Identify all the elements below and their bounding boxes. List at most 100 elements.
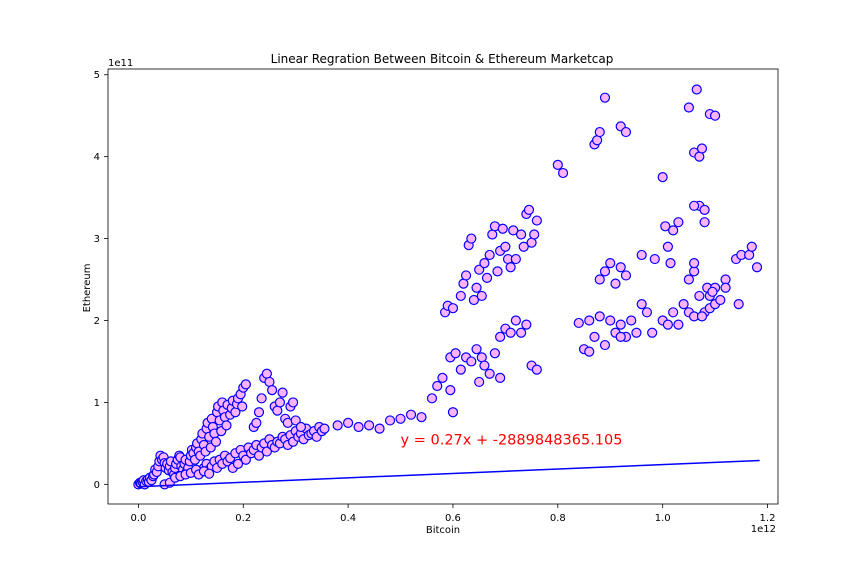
data-point (626, 315, 637, 326)
data-point (657, 172, 668, 183)
data-point (636, 299, 647, 310)
data-point (696, 143, 708, 154)
data-point (332, 420, 343, 431)
data-point (266, 385, 278, 396)
data-point (678, 299, 689, 310)
data-point (584, 315, 595, 326)
x-tick-label: 1.0 (655, 513, 671, 524)
data-point (204, 468, 215, 479)
data-point (615, 262, 626, 273)
data-point (251, 417, 262, 428)
data-point (552, 159, 563, 170)
data-point (751, 262, 763, 273)
data-point (660, 221, 671, 232)
data-point (521, 319, 532, 330)
data-point (696, 311, 708, 322)
regression-equation: y = 0.27x + -2889848365.105 (401, 432, 623, 448)
data-point (455, 364, 466, 375)
data-point (505, 327, 516, 338)
data-point (256, 393, 267, 404)
data-point (384, 415, 396, 426)
data-point (594, 311, 605, 322)
data-point (557, 167, 569, 179)
plot-frame (107, 68, 779, 505)
data-point (466, 356, 477, 367)
data-point (620, 126, 632, 138)
data-point (240, 454, 251, 465)
data-point (500, 241, 511, 252)
x-axis-label: Bitcoin (426, 525, 460, 536)
data-point (720, 282, 731, 293)
data-point (631, 327, 642, 338)
data-point (471, 344, 482, 355)
data-point (261, 446, 272, 457)
data-point (668, 307, 679, 318)
data-point (460, 270, 472, 281)
x-tick-label: 0.2 (235, 513, 251, 524)
data-point (495, 331, 506, 342)
data-point (447, 407, 459, 418)
data-point (662, 319, 674, 330)
data-point (489, 348, 501, 359)
data-point (529, 229, 540, 240)
data-point (363, 420, 375, 431)
data-point (468, 294, 480, 306)
data-point (481, 272, 493, 283)
data-point (599, 339, 611, 351)
data-point (599, 92, 611, 103)
data-point (432, 380, 443, 392)
data-point (476, 290, 487, 302)
data-point (471, 282, 482, 293)
data-point (343, 417, 354, 428)
x-tick-label: 0.4 (340, 513, 356, 524)
data-point (620, 270, 632, 281)
data-point (474, 264, 485, 275)
data-point (510, 253, 521, 265)
data-point (531, 364, 542, 375)
data-point (689, 200, 700, 211)
data-point (516, 229, 527, 240)
data-point (445, 385, 456, 396)
data-point (253, 407, 265, 418)
x-tick-label: 0.8 (550, 513, 566, 524)
data-point (594, 274, 605, 285)
data-point (594, 126, 605, 138)
data-point (694, 290, 705, 302)
data-points (133, 84, 763, 490)
data-point (221, 420, 232, 431)
data-point (237, 401, 248, 412)
data-point (709, 110, 721, 121)
data-point (689, 258, 700, 269)
data-point (277, 387, 288, 398)
data-point (683, 102, 694, 113)
data-point (699, 204, 710, 216)
data-point (615, 319, 626, 330)
data-point (636, 249, 647, 261)
data-point (610, 278, 621, 289)
data-point (699, 217, 710, 228)
data-point (405, 409, 417, 420)
data-point (479, 258, 490, 269)
data-point (374, 423, 385, 434)
data-point (573, 317, 584, 329)
data-point (510, 315, 521, 326)
data-point (707, 286, 718, 297)
x-tick-label: 0.6 (445, 513, 461, 524)
data-point (495, 372, 506, 383)
data-point (605, 315, 616, 326)
data-point (287, 397, 299, 408)
data-point (395, 413, 406, 424)
x-tick-label: 0.0 (130, 513, 146, 524)
y-tick-label: 3 (94, 234, 100, 245)
data-point (240, 379, 251, 390)
data-point (691, 84, 702, 95)
data-point (274, 397, 286, 408)
data-point (518, 241, 529, 252)
data-point (437, 372, 448, 383)
y-tick-label: 2 (94, 316, 100, 327)
data-point (668, 225, 679, 236)
data-point (673, 217, 684, 228)
data-point (290, 415, 301, 426)
